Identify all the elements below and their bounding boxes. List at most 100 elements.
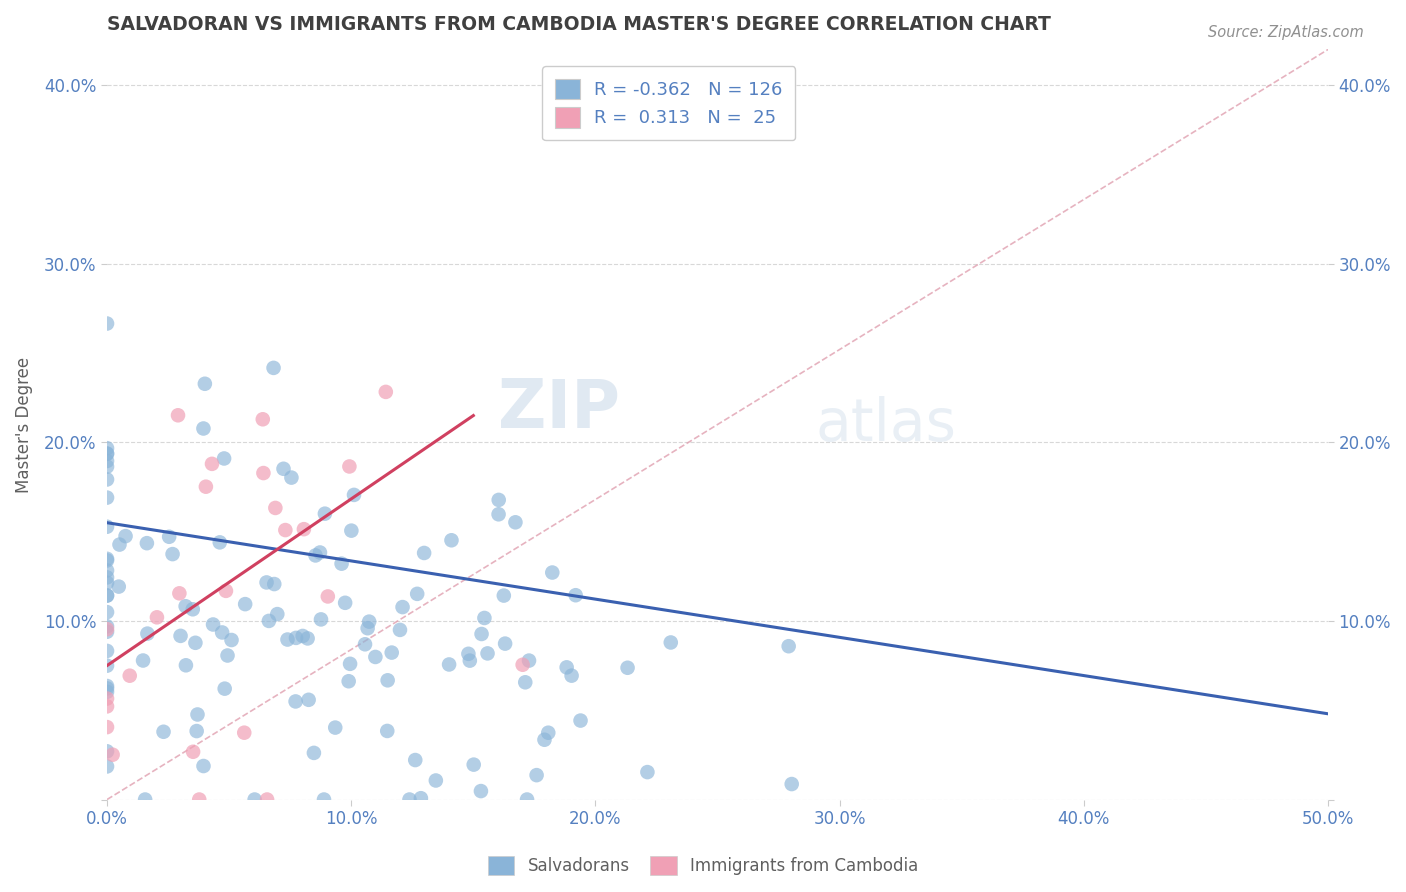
Point [252,466,274,480]
Point [323,721,346,735]
Point [302,746,325,760]
Point [208,535,231,549]
Point [96,589,118,603]
Point [515,675,537,690]
Point [202,617,225,632]
Point [273,462,295,476]
Point [135,536,157,550]
Point [569,714,592,728]
Point [174,599,197,614]
Point [333,596,356,610]
Point [193,759,215,773]
Point [284,694,307,708]
Point [96,644,118,658]
Point [533,732,555,747]
Point [96,564,118,578]
Point [340,524,363,538]
Point [256,575,278,590]
Point [263,360,285,375]
Point [477,647,499,661]
Point [470,784,492,798]
Legend: Salvadorans, Immigrants from Cambodia: Salvadorans, Immigrants from Cambodia [479,847,927,884]
Point [96,454,118,468]
Point [526,768,548,782]
Point [221,633,243,648]
Point [96,681,118,696]
Point [132,653,155,667]
Point [96,459,118,474]
Point [96,720,118,734]
Point [257,614,280,628]
Point [541,566,564,580]
Point [780,777,803,791]
Point [276,632,298,647]
Point [457,647,479,661]
Point [96,473,118,487]
Point [659,635,682,649]
Point [243,792,266,806]
Point [330,557,353,571]
Point [96,679,118,693]
Point [96,447,118,461]
Point [96,619,118,633]
Point [309,612,332,626]
Point [96,605,118,619]
Point [505,516,527,530]
Point [285,631,308,645]
Point [404,753,426,767]
Point [425,773,447,788]
Point [252,412,274,426]
Text: ZIP: ZIP [498,376,620,442]
Point [215,583,238,598]
Point [458,654,481,668]
Point [413,546,436,560]
Point [96,685,118,699]
Point [274,523,297,537]
Point [488,492,510,507]
Point [409,791,432,805]
Point [616,661,638,675]
Point [512,657,534,672]
Point [339,657,361,671]
Point [356,621,378,635]
Point [437,657,460,672]
Point [181,602,204,616]
Point [96,575,118,590]
Point [96,491,118,505]
Point [96,317,118,331]
Point [312,792,335,806]
Point [388,623,411,637]
Point [134,792,156,806]
Point [440,533,463,548]
Point [298,693,321,707]
Point [96,699,118,714]
Point [492,589,515,603]
Point [157,530,180,544]
Point [561,668,583,682]
Point [193,421,215,435]
Point [474,611,496,625]
Point [494,637,516,651]
Point [101,747,124,762]
Point [107,580,129,594]
Point [211,625,233,640]
Point [280,470,302,484]
Point [297,632,319,646]
Point [266,607,288,621]
Point [162,547,184,561]
Point [354,637,377,651]
Point [337,674,360,689]
Point [516,792,538,806]
Point [314,507,336,521]
Point [264,500,287,515]
Text: atlas: atlas [815,396,956,453]
Point [374,384,396,399]
Point [214,681,236,696]
Point [188,792,211,806]
Point [364,649,387,664]
Point [636,765,658,780]
Point [316,590,339,604]
Point [217,648,239,663]
Point [152,724,174,739]
Point [174,658,197,673]
